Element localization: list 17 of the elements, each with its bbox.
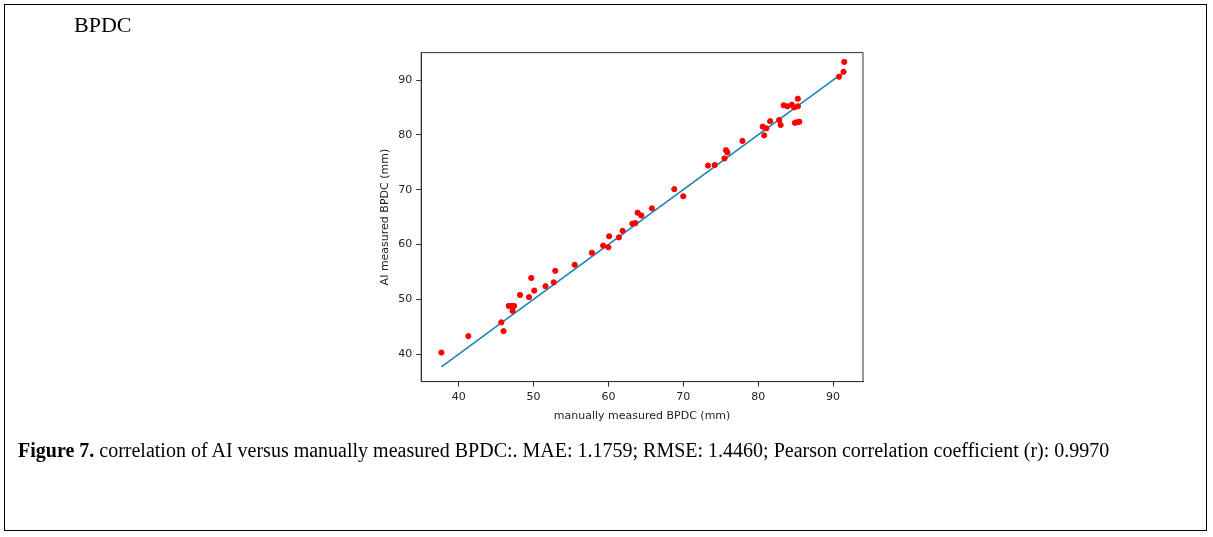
x-tick-label: 70 (676, 390, 691, 404)
x-tick-label: 50 (526, 390, 541, 404)
x-axis-title: manually measured BPDC (mm) (553, 409, 731, 423)
text: correlation of AI versus manually measured BPDC:. MAE: 1.1759; RMSE: 1.4460; Pearson correlation coefficient (r): 0.9970 (99, 439, 1110, 461)
x-tick-label: 80 (751, 390, 766, 404)
caption: Figure 7. (18, 439, 95, 461)
y-tick-label: 90 (398, 72, 413, 86)
y-tick-label: 80 (398, 127, 413, 141)
x-tick-label: 60 (601, 390, 616, 404)
x-tick-label: 90 (826, 390, 841, 404)
text: BPDC (74, 12, 132, 38)
y-tick-label: 60 (398, 237, 413, 251)
y-tick-label: 70 (398, 182, 413, 196)
x-tick-label: 40 (451, 390, 466, 404)
y-tick-label: 40 (398, 347, 413, 361)
y-tick-label: 50 (398, 292, 413, 306)
y-axis-title: AI measured BPDC (mm) (378, 148, 392, 286)
